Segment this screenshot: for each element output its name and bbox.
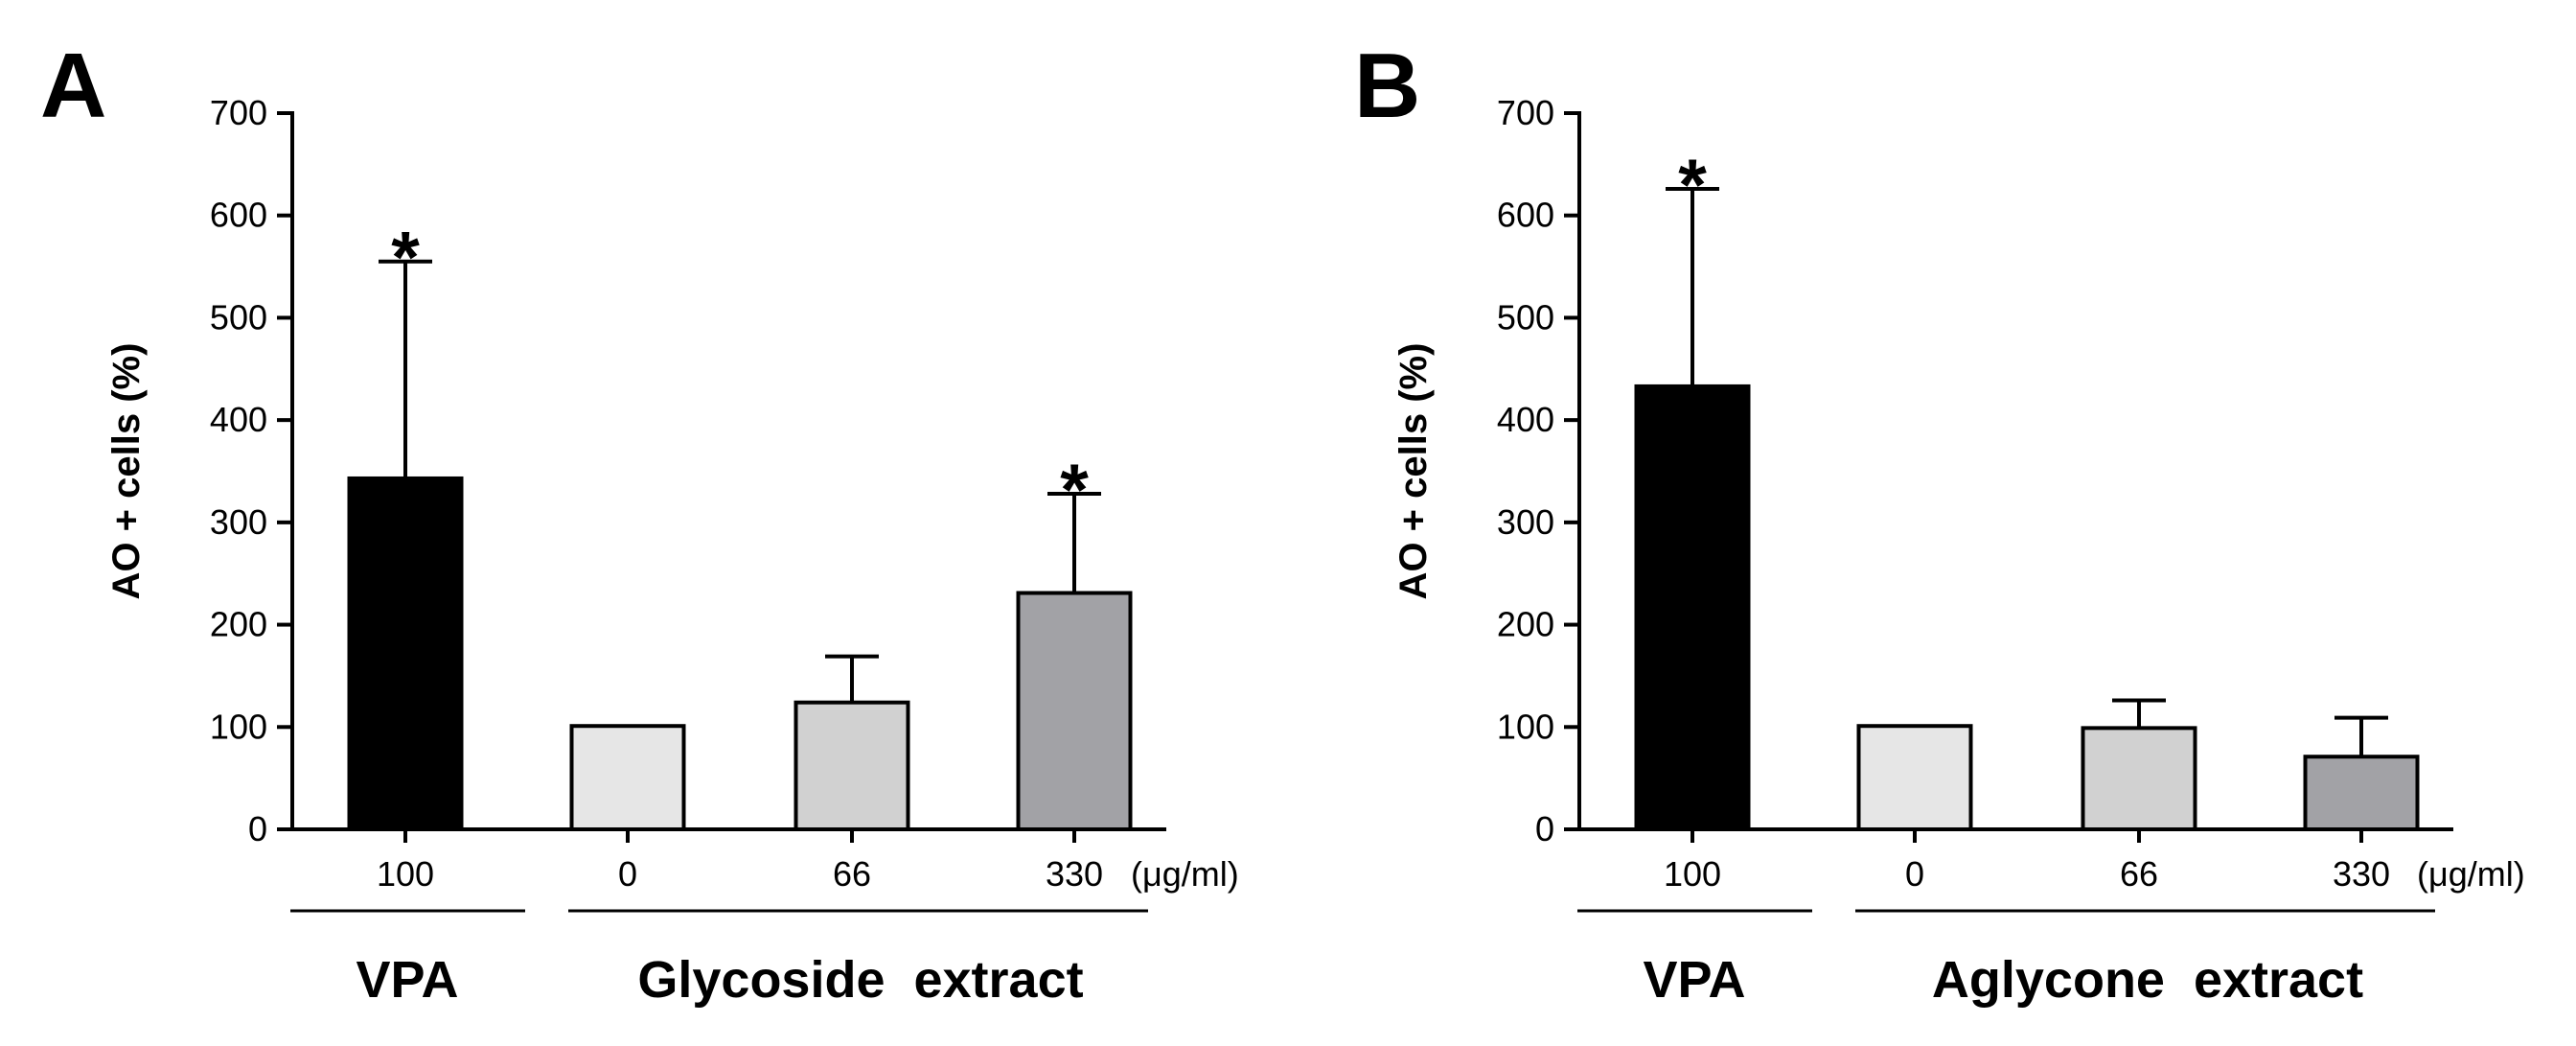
y-tick-label: 700 [1497, 93, 1554, 132]
unit-label: (μg/ml) [2417, 854, 2525, 894]
y-tick-label: 300 [210, 502, 267, 542]
y-axis-label: AO + cells (%) [1392, 343, 1435, 600]
panel-b: B AO + cells (%) 0 100 200 300 400 500 600 700 * 10… [1354, 35, 2525, 1009]
significance-marker: * [391, 218, 420, 299]
group-label: VPA [1643, 951, 1745, 1009]
significance-marker: * [1060, 450, 1089, 531]
bar [1016, 591, 1133, 831]
y-tick-label: 600 [1497, 196, 1554, 235]
panel-a: A AO + cells (%) 0 100 200 300 400 500 600 700 * 10… [40, 35, 1239, 1009]
x-tick-label: 66 [2120, 854, 2158, 894]
y-tick-label: 200 [1497, 605, 1554, 644]
y-tick-label: 300 [1497, 502, 1554, 542]
group-label: Glycoside extract [637, 951, 1083, 1009]
group-label: Aglycone extract [1932, 951, 2363, 1009]
x-tick-label: 66 [833, 854, 871, 894]
unit-label: (μg/ml) [1131, 854, 1239, 894]
y-tick-label: 100 [210, 707, 267, 746]
bar [2081, 726, 2197, 831]
bar [794, 700, 910, 831]
x-tick-label: 0 [618, 854, 637, 894]
panel-label: A [40, 35, 106, 137]
bar [1634, 384, 1751, 831]
group-label: VPA [356, 951, 458, 1009]
x-tick-label: 100 [1664, 854, 1721, 894]
bar [347, 476, 464, 831]
bar [1856, 724, 1973, 831]
x-tick-label: 0 [1905, 854, 1924, 894]
x-tick-label: 100 [377, 854, 434, 894]
bar [2303, 755, 2420, 831]
y-tick-label: 0 [1535, 809, 1554, 848]
y-tick-label: 200 [210, 605, 267, 644]
y-tick-label: 400 [210, 400, 267, 439]
y-tick-label: 0 [248, 809, 267, 848]
bar [569, 724, 686, 831]
y-tick-label: 600 [210, 196, 267, 235]
x-tick-label: 330 [2333, 854, 2390, 894]
panel-label: B [1354, 35, 1420, 137]
y-tick-label: 100 [1497, 707, 1554, 746]
y-tick-label: 400 [1497, 400, 1554, 439]
significance-marker: * [1678, 145, 1707, 226]
y-tick-label: 500 [1497, 297, 1554, 337]
y-tick-label: 700 [210, 93, 267, 132]
y-tick-label: 500 [210, 297, 267, 337]
x-tick-label: 330 [1046, 854, 1103, 894]
y-axis-label: AO + cells (%) [105, 343, 148, 600]
